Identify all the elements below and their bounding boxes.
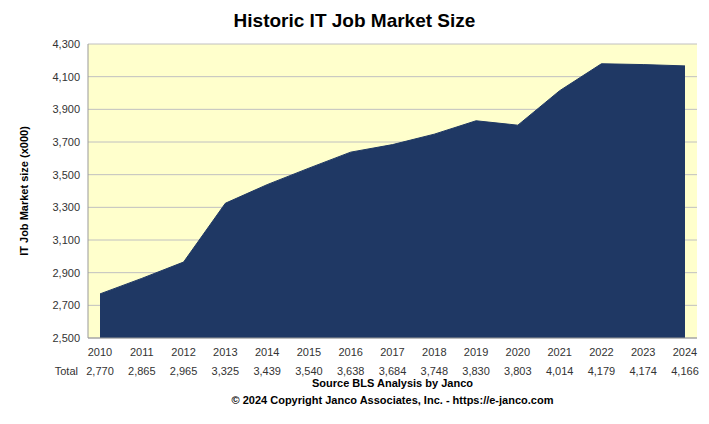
svg-text:2022: 2022 <box>589 346 613 358</box>
svg-text:4,179: 4,179 <box>588 365 616 377</box>
svg-text:3,540: 3,540 <box>295 365 323 377</box>
svg-text:IT Job Market size (x000): IT Job Market size (x000) <box>18 126 30 256</box>
svg-text:2,900: 2,900 <box>52 267 80 279</box>
svg-text:3,803: 3,803 <box>504 365 532 377</box>
svg-text:2,770: 2,770 <box>86 365 114 377</box>
svg-text:Total: Total <box>55 365 78 377</box>
svg-text:2021: 2021 <box>547 346 571 358</box>
svg-text:4,166: 4,166 <box>671 365 699 377</box>
svg-text:3,748: 3,748 <box>421 365 449 377</box>
svg-text:2020: 2020 <box>506 346 530 358</box>
svg-text:3,638: 3,638 <box>337 365 365 377</box>
svg-text:2,500: 2,500 <box>52 332 80 344</box>
svg-text:2016: 2016 <box>338 346 362 358</box>
svg-text:4,174: 4,174 <box>629 365 657 377</box>
svg-text:3,700: 3,700 <box>52 136 80 148</box>
svg-text:3,500: 3,500 <box>52 169 80 181</box>
svg-text:2017: 2017 <box>380 346 404 358</box>
svg-text:2,865: 2,865 <box>128 365 156 377</box>
svg-text:3,100: 3,100 <box>52 234 80 246</box>
html-text:Historic IT Job Market Size: Historic IT Job Market Size <box>233 10 476 31</box>
svg-text:2018: 2018 <box>422 346 446 358</box>
svg-text:2023: 2023 <box>631 346 655 358</box>
svg-text:2011: 2011 <box>130 346 154 358</box>
svg-text:2019: 2019 <box>464 346 488 358</box>
svg-text:2,700: 2,700 <box>52 299 80 311</box>
svg-text:3,900: 3,900 <box>52 103 80 115</box>
svg-text:2024: 2024 <box>673 346 697 358</box>
svg-text:4,014: 4,014 <box>546 365 574 377</box>
svg-text:2013: 2013 <box>213 346 237 358</box>
svg-text:4,100: 4,100 <box>52 71 80 83</box>
svg-text:4,300: 4,300 <box>52 38 80 50</box>
svg-text:3,300: 3,300 <box>52 201 80 213</box>
svg-text:3,439: 3,439 <box>253 365 281 377</box>
svg-text:3,830: 3,830 <box>462 365 490 377</box>
svg-text:2012: 2012 <box>171 346 195 358</box>
html-text:© 2024 Copyright Janco Associa: © 2024 Copyright Janco Associates, Inc. … <box>231 394 554 406</box>
svg-text:2014: 2014 <box>255 346 279 358</box>
svg-text:3,325: 3,325 <box>212 365 240 377</box>
html-text:Source BLS Analysis by Janco: Source BLS Analysis by Janco <box>312 377 473 389</box>
svg-text:2010: 2010 <box>88 346 112 358</box>
svg-text:2015: 2015 <box>297 346 321 358</box>
svg-text:2,965: 2,965 <box>170 365 198 377</box>
svg-text:3,684: 3,684 <box>379 365 407 377</box>
